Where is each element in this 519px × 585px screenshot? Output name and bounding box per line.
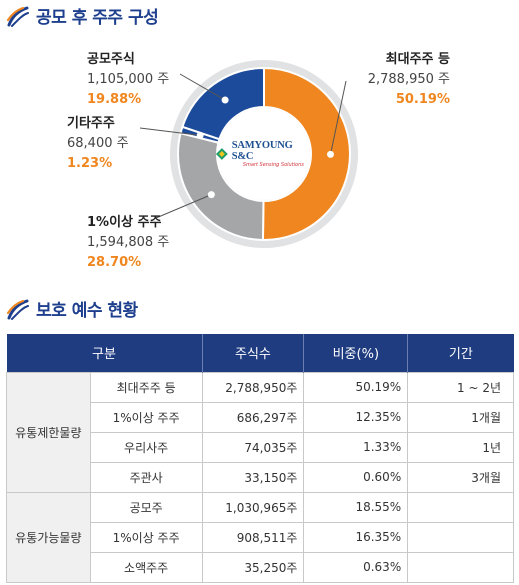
table-row: 1%이상 주주 686,297주 12.35% 1개월 — [7, 401, 514, 433]
header-ratio: 비중(%) — [303, 334, 408, 372]
label-name: 공모주식 — [87, 52, 135, 67]
row-period: 1개월 — [407, 401, 514, 433]
pencil-icon — [6, 299, 29, 320]
row-category: 주관사 — [89, 461, 203, 493]
row-period: 3개월 — [407, 461, 514, 493]
slice-major-shareholders — [261, 66, 351, 241]
section-title-lockup: 보호 예수 현황 — [6, 296, 138, 321]
slice-major-shareholders-leader-line — [330, 80, 347, 155]
label-name: 기타주주 — [67, 116, 115, 131]
logo-tagline: Smart Sensing Solutions — [242, 161, 304, 168]
row-ratio: 0.60% — [303, 461, 409, 493]
row-shares: 2,788,950주 — [201, 371, 305, 403]
table-row: 1%이상 주주 908,511주 16.35% — [7, 521, 514, 553]
slice-other-shareholders-leader-line — [139, 127, 201, 136]
slice-public-offering — [181, 66, 265, 141]
label-shares: 68,400 주 — [67, 136, 129, 151]
logo-brand: SAMYOUNG S&C — [231, 139, 293, 162]
slice-major-shareholders-marker — [326, 150, 334, 158]
label-percent: 50.19% — [395, 92, 450, 107]
row-ratio: 0.63% — [303, 551, 409, 583]
table-row: 소액주주 35,250주 0.63% — [7, 551, 514, 583]
row-shares: 74,035주 — [201, 431, 305, 463]
row-shares: 1,030,965주 — [201, 491, 305, 523]
row-category: 최대주주 등 — [89, 371, 203, 403]
row-ratio: 50.19% — [303, 371, 409, 403]
table-row: 유통제한물량 최대주주 등 2,788,950주 50.19% 1 ~ 2년 — [6, 371, 514, 493]
section-title-shareholders: 공모 후 주주 구성 — [6, 3, 159, 28]
label-shares: 1,105,000 주 — [87, 72, 170, 87]
donut-hole — [218, 108, 310, 200]
donut-svg — [139, 60, 358, 248]
label-name: 최대주주 등 — [385, 52, 450, 67]
slice-other-shareholders-marker — [196, 131, 204, 139]
slice-public-offering-leader-line — [179, 73, 226, 101]
slice-public-offering-marker — [221, 96, 229, 104]
group-restricted: 유통제한물량 — [6, 371, 91, 493]
row-period — [407, 491, 514, 523]
row-category: 1%이상 주주 — [89, 521, 203, 553]
table-row: 주관사 33,150주 0.60% 3개월 — [7, 461, 514, 493]
samyoung-logo: SAMYOUNG S&C Smart Sensing Solutions — [215, 140, 315, 168]
row-period — [407, 551, 514, 583]
shareholder-donut-chart: SAMYOUNG S&C Smart Sensing Solutions 공모주… — [0, 30, 519, 286]
slice-over-1pct-shareholders-marker — [207, 191, 215, 199]
group-tradable: 유통가능물량 — [6, 491, 91, 583]
row-period: 1 ~ 2년 — [407, 371, 514, 403]
label-shares: 1,594,808 주 — [87, 235, 170, 250]
section-title-text: 공모 후 주주 구성 — [36, 8, 159, 28]
row-ratio: 12.35% — [303, 401, 409, 433]
table-row: 우리사주 74,035주 1.33% 1년 — [7, 431, 514, 463]
label-name: 1%이상 주주 — [87, 215, 162, 230]
header-shares: 주식수 — [201, 334, 304, 372]
row-shares: 908,511주 — [201, 521, 305, 553]
table-row: 유통가능물량 공모주 1,030,965주 18.55% — [6, 491, 514, 583]
slice-over-1pct-shareholders — [177, 131, 265, 242]
header-period: 기간 — [407, 334, 514, 372]
row-category: 1%이상 주주 — [89, 401, 203, 433]
section-title-text: 보호 예수 현황 — [36, 301, 138, 321]
row-ratio: 1.33% — [303, 431, 409, 463]
pencil-icon — [6, 6, 29, 27]
row-period — [407, 521, 514, 553]
label-other-shareholders: 기타주주 68,400 주 1.23% — [67, 114, 129, 174]
row-category: 우리사주 — [89, 431, 203, 463]
label-percent: 19.88% — [87, 92, 142, 107]
row-category: 공모주 — [89, 491, 203, 523]
label-major-shareholders: 최대주주 등 2,788,950 주 50.19% — [368, 50, 450, 110]
row-period: 1년 — [407, 431, 514, 463]
row-shares: 686,297주 — [201, 401, 305, 433]
label-percent: 28.70% — [87, 255, 142, 270]
logo-mark-icon — [215, 148, 228, 160]
row-shares: 35,250주 — [201, 551, 305, 583]
row-category: 소액주주 — [89, 551, 203, 583]
lockup-table: 구분 주식수 비중(%) 기간 유통제한물량 최대주주 등 2,788,950주… — [6, 334, 514, 583]
row-ratio: 16.35% — [303, 521, 409, 553]
label-over-1pct-shareholders: 1%이상 주주 1,594,808 주 28.70% — [87, 213, 169, 273]
header-category: 구분 — [6, 334, 202, 372]
table-header-row: 구분 주식수 비중(%) 기간 — [6, 334, 514, 372]
row-shares: 33,150주 — [201, 461, 305, 493]
label-percent: 1.23% — [67, 156, 113, 171]
slice-over-1pct-shareholders-leader-line — [155, 194, 212, 219]
row-ratio: 18.55% — [303, 491, 409, 523]
label-shares: 2,788,950 주 — [367, 72, 450, 87]
label-public-offering: 공모주식 1,105,000 주 19.88% — [87, 50, 169, 110]
